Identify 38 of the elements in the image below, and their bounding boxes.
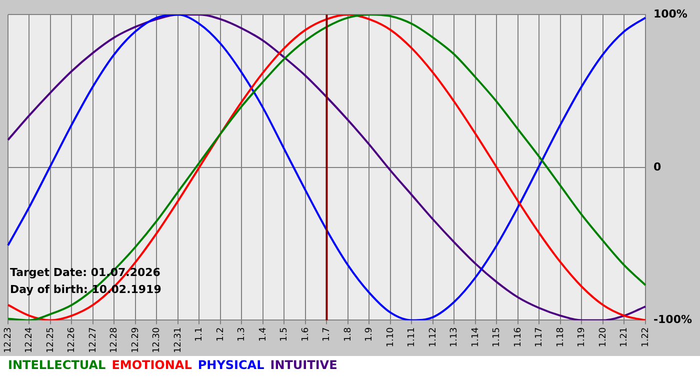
x-tick-label: 1.11 [407,327,418,348]
x-tick-label: 1.14 [470,326,481,348]
x-tick-label: 12.30 [152,326,162,353]
x-tick-label: 1.17 [534,327,545,348]
x-tick-label: 1.5 [280,327,290,342]
x-tick-label: 1.12 [428,327,438,348]
x-tick-label: 12.24 [24,326,35,353]
x-tick-label: 1.8 [343,326,354,342]
x-tick-label: 1.22 [640,327,651,348]
text: EMOTIONAL [112,358,192,372]
y-tick-label: 100% [653,7,688,20]
y-tick-label: -100% [653,313,692,326]
x-tick-label: 12.26 [67,326,78,353]
x-tick-label: 12.25 [46,327,56,353]
x-tick-label: 12.28 [110,326,120,353]
text: INTUITIVE [270,358,338,372]
x-tick-label: 1.2 [216,327,226,342]
x-tick-label: 1.21 [620,327,630,348]
x-tick-label: 12.23 [3,327,14,353]
x-tick-label: 1.19 [577,326,588,348]
text: INTELLECTUAL [8,358,106,372]
x-tick-label: 1.1 [194,327,205,342]
x-tick-label: 1.15 [492,327,502,348]
x-tick-label: 12.27 [88,327,98,353]
x-tick-label: 1.18 [556,326,566,348]
x-tick-label: 1.6 [300,326,311,342]
x-tick-label: 1.20 [598,326,608,348]
x-tick-label: 1.13 [450,327,460,348]
y-tick-label: 0 [653,160,662,174]
x-tick-label: 12.29 [130,326,141,353]
x-tick-label: 1.3 [237,327,248,342]
x-tick-label: 1.16 [513,326,524,348]
x-tick-label: 1.10 [386,326,396,348]
x-tick-label: 1.4 [258,326,268,342]
x-tick-label: 12.31 [173,327,184,353]
text: PHYSICAL [198,358,264,372]
x-tick-label: 1.7 [322,327,332,342]
x-tick-label: 1.9 [364,326,375,342]
